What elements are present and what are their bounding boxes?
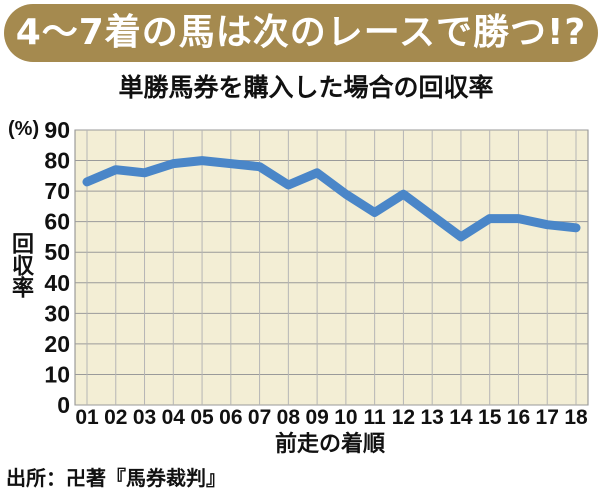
x-tick-label: 07 bbox=[248, 406, 271, 429]
chart-title: 単勝馬券を購入した場合の回収率 bbox=[118, 73, 494, 102]
y-tick-label: 10 bbox=[44, 361, 70, 387]
y-tick-label: 40 bbox=[44, 270, 70, 296]
x-tick-label: 06 bbox=[219, 406, 242, 429]
y-tick-label: 20 bbox=[44, 331, 70, 357]
source-note: 出所：卍著『馬券裁判』 bbox=[6, 466, 226, 490]
x-tick-label: 16 bbox=[507, 406, 530, 429]
y-tick-label: 50 bbox=[44, 239, 70, 265]
title-banner: 4～7着の馬は次のレースで勝つ!? bbox=[4, 4, 598, 62]
x-tick-label: 04 bbox=[162, 406, 186, 429]
y-tick-labels: 0 10 20 30 40 50 60 70 80 90 bbox=[44, 117, 70, 418]
grid-lines bbox=[75, 129, 588, 406]
y-tick-label: 60 bbox=[44, 209, 70, 235]
plot-area bbox=[74, 129, 589, 406]
x-tick-label: 01 bbox=[75, 406, 99, 429]
banner-title: 4～7着の馬は次のレースで勝つ!? bbox=[15, 12, 587, 53]
x-tick-label: 11 bbox=[364, 406, 387, 429]
x-tick-labels: 01 02 03 04 05 06 07 08 09 10 11 12 13 14 15 16 17 18 bbox=[75, 406, 588, 429]
x-tick-label: 15 bbox=[478, 406, 502, 429]
x-tick-label: 02 bbox=[104, 406, 127, 429]
y-axis-label: 回収率 bbox=[8, 232, 33, 298]
x-tick-label: 18 bbox=[564, 406, 588, 429]
x-axis-label: 前走の着順 bbox=[274, 432, 385, 457]
x-tick-label: 09 bbox=[305, 406, 328, 429]
y-tick-label: 80 bbox=[44, 148, 70, 174]
x-tick-label: 12 bbox=[392, 406, 415, 429]
y-tick-label: 70 bbox=[44, 178, 70, 204]
x-tick-label: 13 bbox=[420, 406, 443, 429]
y-tick-label: 30 bbox=[44, 300, 70, 326]
y-axis-unit: (%) bbox=[8, 118, 40, 140]
x-tick-label: 03 bbox=[133, 406, 156, 429]
x-tick-label: 10 bbox=[334, 406, 357, 429]
y-tick-label: 0 bbox=[57, 392, 70, 418]
y-tick-label: 90 bbox=[44, 117, 70, 143]
x-tick-label: 08 bbox=[277, 406, 301, 429]
x-tick-label: 17 bbox=[536, 406, 559, 429]
x-tick-label: 14 bbox=[449, 406, 473, 429]
series-line bbox=[82, 156, 581, 242]
x-tick-label: 05 bbox=[190, 406, 214, 429]
